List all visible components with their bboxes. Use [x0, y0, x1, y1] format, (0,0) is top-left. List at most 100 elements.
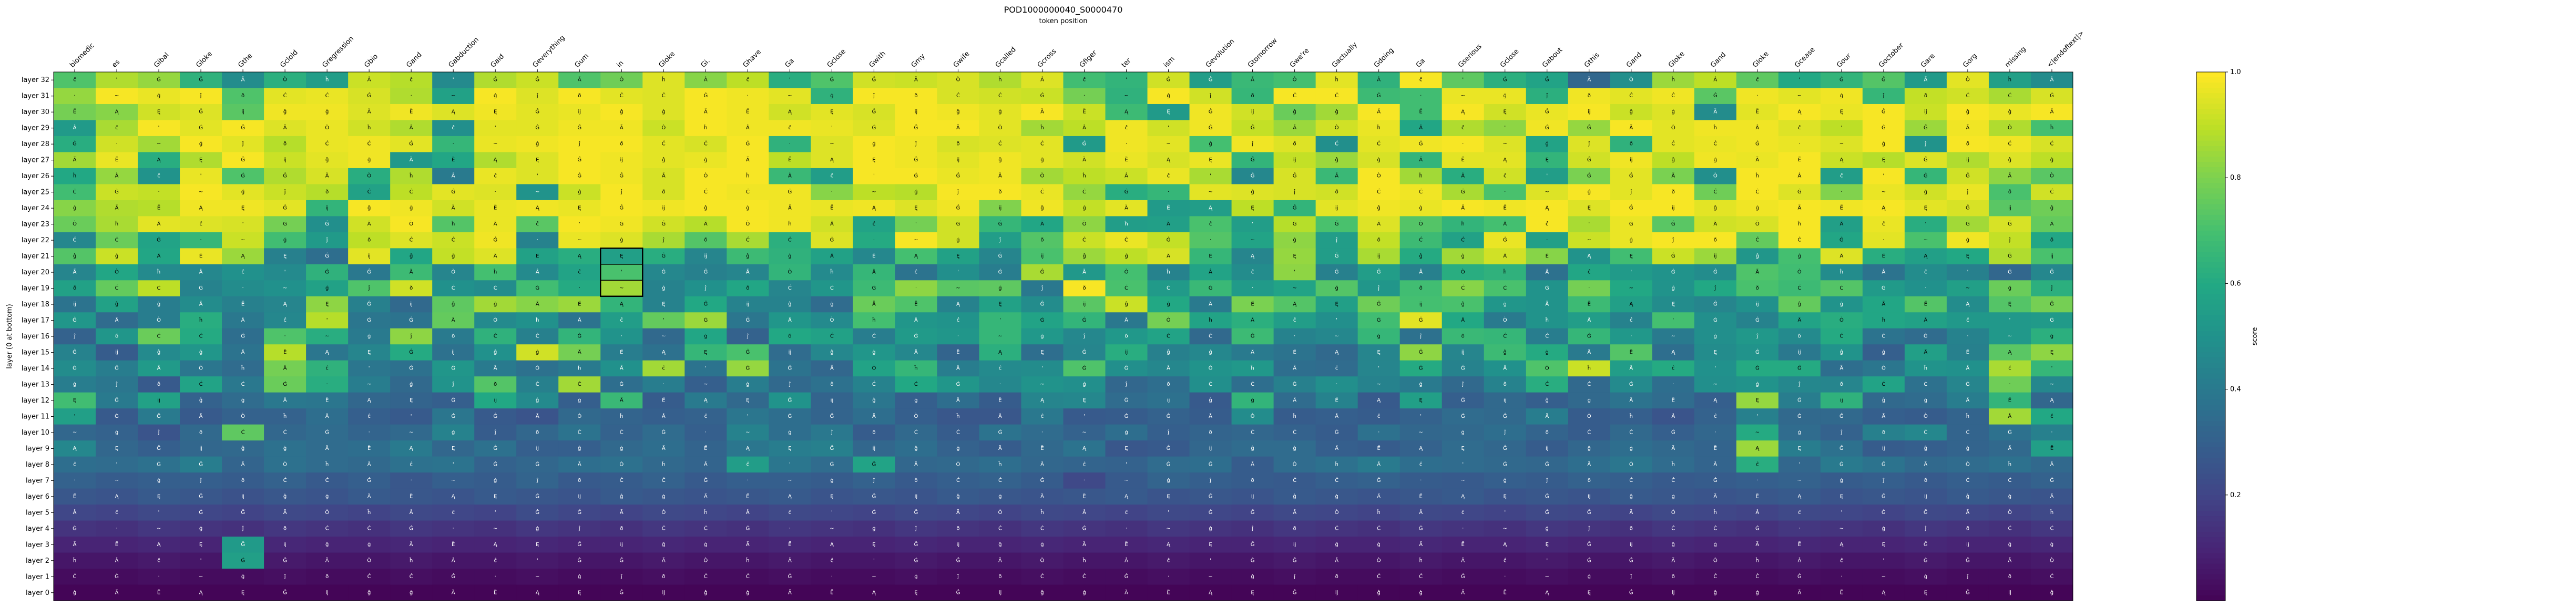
heatmap-cell [1904, 88, 1947, 105]
cell-label: Ę [788, 446, 791, 451]
cell-label: Ä [1082, 156, 1086, 163]
heatmap-cell [1357, 88, 1401, 105]
heatmap-cell [1610, 216, 1653, 233]
heatmap-cell [727, 72, 769, 88]
colorbar-band [2196, 294, 2225, 300]
cell-label: Ę [1840, 109, 1843, 115]
cell-label: ~ [1208, 574, 1212, 580]
cell-label: ð [1082, 285, 1086, 291]
cell-label: Ĝ [1545, 108, 1549, 115]
heatmap-cell [1988, 232, 2031, 249]
cell-label: Ĝ [1209, 108, 1213, 115]
cell-label: ~ [535, 189, 539, 195]
cell-label: Ĝ [1629, 589, 1633, 595]
cell-label: ĳ [115, 349, 118, 355]
colorbar-band [2196, 268, 2225, 273]
cell-label: Ò [1040, 557, 1045, 563]
colorbar-band [2196, 521, 2225, 527]
heatmap-cell [1442, 216, 1485, 233]
heatmap-cell [1652, 184, 1695, 201]
cell-label: ~ [1839, 526, 1844, 531]
x-tick-label: Ghave [742, 48, 763, 69]
cell-label: · [1841, 189, 1842, 195]
cell-label: ĥ [1419, 557, 1423, 563]
cell-label: ' [1462, 461, 1464, 467]
colorbar-band [2196, 156, 2225, 162]
cell-label: ĉ [2008, 365, 2011, 371]
cell-label: · [999, 382, 1001, 387]
heatmap-cell [1357, 120, 1401, 137]
cell-label: Ä [872, 301, 876, 307]
heatmap-cell [1147, 168, 1190, 184]
cell-label: · [537, 238, 538, 243]
cell-label: Ë [73, 108, 76, 115]
cell-label: ~ [619, 285, 623, 291]
cell-label: Ę [578, 590, 581, 595]
heatmap-cell [600, 152, 643, 169]
cell-label: Ò [619, 460, 623, 467]
y-tick-label: layer 8 [26, 461, 49, 469]
cell-label: Â [2050, 76, 2054, 83]
cell-label: Ġ [1293, 220, 1297, 227]
cell-label: Ġ [241, 557, 245, 563]
heatmap-cell [600, 248, 643, 265]
heatmap-cell [1484, 72, 1527, 88]
heatmap-cell [390, 152, 433, 169]
cell-label: ĵ [1883, 477, 1885, 483]
x-tick-label: Gwife [952, 50, 972, 69]
heatmap-cell [348, 168, 391, 184]
cell-label: ĉ [789, 509, 792, 516]
cell-label: ĝ [1672, 157, 1675, 163]
heatmap-cell [937, 136, 979, 152]
cell-label: Ġ [872, 509, 876, 516]
cell-label: Ċ [2008, 92, 2011, 99]
cell-label: ð [1924, 478, 1927, 483]
heatmap-cell [979, 72, 1021, 88]
cell-label: ĥ [367, 124, 371, 131]
cell-label: ĉ [494, 557, 497, 563]
cell-label: Ć [73, 236, 77, 243]
heatmap-cell [853, 72, 895, 88]
cell-label: · [831, 574, 833, 580]
cell-label: ĝ [1040, 205, 1044, 211]
cell-label: Ë [998, 396, 1001, 403]
heatmap-cell [54, 200, 96, 217]
cell-label: Ã [1251, 460, 1254, 467]
heatmap-cell [895, 168, 937, 184]
cell-label: ð [1882, 429, 1885, 435]
heatmap-cell [1315, 152, 1358, 169]
heatmap-cell [811, 248, 853, 265]
cell-label: ' [1083, 414, 1085, 419]
cell-label: ~ [115, 93, 119, 99]
cell-label: Ġ [1924, 557, 1928, 563]
cell-label: Ĝ [619, 557, 623, 563]
colorbar-band [2196, 320, 2225, 326]
cell-label: ~ [914, 238, 918, 243]
cell-label: Ċ [956, 428, 960, 435]
cell-label: ĥ [73, 557, 76, 563]
heatmap-cell [600, 136, 643, 152]
cell-label: ĝ [1419, 253, 1422, 259]
heatmap-cell [1063, 120, 1106, 137]
cell-label: ĵ [284, 189, 286, 195]
cell-label: ġ [367, 542, 371, 548]
cell-label: ð [788, 334, 791, 339]
cell-label: ģ [199, 141, 202, 147]
cell-label: Â [662, 413, 666, 419]
cell-label: Ġ [2008, 428, 2012, 435]
cell-label: Ã [704, 220, 708, 227]
cell-label: ġ [998, 493, 1001, 499]
cell-label: ġ [830, 302, 833, 307]
cell-label: Ġ [157, 460, 161, 467]
cell-label: Ò [703, 172, 708, 179]
cell-label: Ä [115, 204, 119, 211]
heatmap-cell [600, 184, 643, 201]
cell-label: ĉ [241, 269, 244, 275]
cell-label: Ò [283, 76, 287, 83]
cell-label: ~ [1797, 478, 1802, 483]
heatmap-cell [727, 248, 769, 265]
cell-label: Ã [1587, 460, 1591, 467]
cell-label: ĳ [1335, 205, 1338, 211]
cell-label: Ĝ [1587, 509, 1591, 516]
cell-label: ĥ [1208, 316, 1212, 323]
